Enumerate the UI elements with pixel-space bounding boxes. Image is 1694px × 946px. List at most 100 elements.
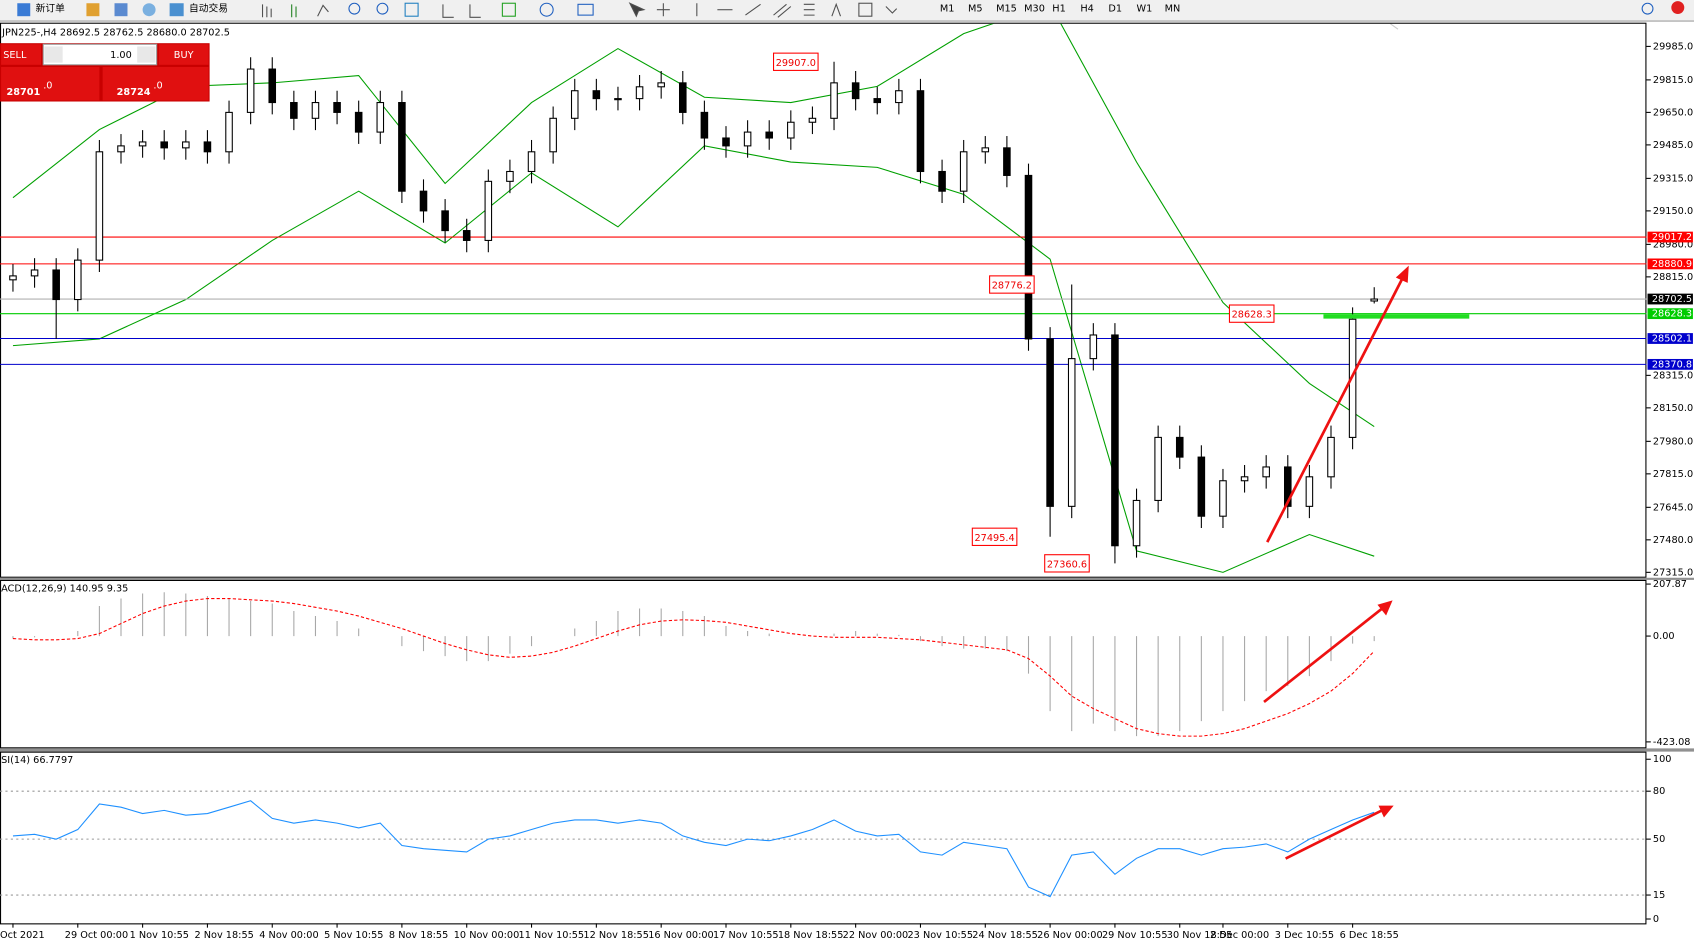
candle-body — [635, 86, 644, 100]
candle-body — [225, 111, 233, 153]
trendline-icon[interactable] — [745, 3, 761, 16]
toolbar-icon[interactable] — [86, 3, 100, 17]
candle-body — [808, 117, 817, 123]
lot-down[interactable] — [44, 46, 63, 63]
fibo-icon[interactable] — [803, 3, 815, 16]
timeframe-button[interactable]: M30 — [1024, 4, 1045, 15]
x-tick-label: 10 Nov 00:00 — [454, 930, 520, 941]
bid-price: 28701 — [6, 87, 40, 98]
candle-body — [1284, 466, 1292, 507]
text-icon[interactable] — [831, 2, 842, 17]
zoom-in-icon[interactable] — [348, 2, 361, 15]
candle-body — [203, 141, 212, 153]
candle-body — [1003, 147, 1011, 176]
y-tick-label: 29485.0 — [1653, 140, 1693, 151]
templates-icon[interactable] — [577, 3, 594, 16]
candle-body — [938, 170, 946, 192]
periods-icon[interactable] — [539, 2, 554, 17]
buy-button[interactable] — [158, 44, 209, 65]
rsi-title: SI(14) 66.7797 — [1, 755, 73, 766]
candle-chart-icon[interactable] — [291, 4, 297, 18]
toolbar-icon[interactable] — [114, 3, 128, 17]
candle-body — [311, 102, 320, 119]
bar-chart-icon[interactable] — [261, 4, 272, 18]
y-tick-label: 15 — [1653, 890, 1665, 901]
crosshair-icon[interactable] — [656, 3, 670, 17]
candle-body — [1175, 436, 1184, 458]
y-tick-label: 28815.0 — [1653, 272, 1693, 283]
y-tick-label: 29985.0 — [1653, 41, 1693, 52]
candle-body — [1240, 476, 1249, 482]
sell-label[interactable]: SELL — [3, 50, 27, 61]
lot-input[interactable] — [42, 43, 158, 66]
macd-plot — [12, 592, 1375, 737]
bollinger-band — [12, 145, 1375, 573]
new-order-button[interactable]: 新订单 — [36, 2, 65, 15]
annotation-box — [989, 275, 1035, 294]
shift-icon[interactable] — [469, 4, 481, 18]
candle-body — [549, 117, 557, 153]
candle-body — [246, 68, 255, 113]
buy-label[interactable]: BUY — [174, 50, 194, 61]
candle-body — [1111, 334, 1119, 547]
price-level-tag — [1647, 293, 1693, 305]
line-chart-icon[interactable] — [317, 4, 329, 17]
annotation-box — [1228, 304, 1275, 323]
auto-trading-icon[interactable] — [169, 3, 184, 17]
candle-body — [268, 68, 277, 104]
y-tick-label: 0.00 — [1653, 631, 1675, 642]
lot-value[interactable]: 1.00 — [110, 50, 132, 61]
macd-signal — [12, 598, 1375, 737]
lot-up[interactable] — [137, 46, 156, 63]
timeframe-button[interactable]: MN — [1165, 4, 1181, 15]
scroll-icon[interactable] — [442, 4, 454, 18]
drawings — [1263, 265, 1470, 860]
channel-icon[interactable] — [773, 3, 792, 18]
candle-body — [1219, 480, 1227, 517]
candle-body — [138, 141, 147, 147]
x-tick-label: 8 Nov 18:55 — [389, 930, 448, 941]
panel-separator — [0, 577, 1694, 580]
sell-button[interactable] — [1, 44, 42, 65]
timeframe-button[interactable]: M5 — [968, 4, 983, 15]
macd-panel-frame — [0, 579, 1647, 749]
x-tick-label: 30 Nov 18:55 — [1167, 930, 1233, 941]
candle-body — [182, 141, 190, 149]
ask-box[interactable] — [102, 66, 209, 101]
arrows-icon[interactable] — [885, 6, 898, 14]
x-tick-label: 22 Nov 00:00 — [843, 930, 909, 941]
x-tick-label: 4 Nov 00:00 — [259, 930, 318, 941]
y-tick-label: 0 — [1653, 914, 1659, 925]
candle-body — [1024, 174, 1033, 340]
search-icon[interactable] — [1641, 2, 1654, 15]
y-tick-label: 28150.0 — [1653, 403, 1693, 414]
bid-box[interactable] — [1, 66, 100, 101]
cursor-icon[interactable] — [628, 2, 646, 18]
notification-badge[interactable] — [1671, 1, 1685, 15]
timeframe-button[interactable]: W1 — [1137, 4, 1153, 15]
tile-icon[interactable] — [404, 2, 419, 17]
new-order-icon[interactable] — [17, 3, 31, 17]
candle-body — [52, 269, 60, 301]
timeframe-button[interactable]: D1 — [1108, 4, 1122, 15]
auto-trading-button[interactable]: 自动交易 — [189, 2, 228, 15]
timeframe-button[interactable]: M1 — [940, 4, 955, 15]
candle-body — [1154, 436, 1162, 501]
label-icon[interactable] — [858, 2, 873, 17]
timeframe-button[interactable]: M15 — [996, 4, 1017, 15]
price-level-label: 28880.9 — [1652, 259, 1692, 270]
candle-body — [484, 180, 493, 241]
toolbar-icon[interactable] — [142, 3, 156, 17]
candle-body — [895, 90, 903, 104]
timeframe-button[interactable]: H4 — [1080, 4, 1094, 15]
candle-body — [570, 90, 579, 119]
timeframe-button[interactable]: H1 — [1052, 4, 1066, 15]
y-tick-label: 29815.0 — [1653, 75, 1693, 86]
x-tick-label: 26 Nov 00:00 — [1037, 930, 1103, 941]
macd-title: ACD(12,26,9) 140.95 9.35 — [1, 584, 128, 595]
zoom-out-icon[interactable] — [376, 2, 389, 15]
indicators-icon[interactable] — [501, 2, 516, 17]
y-tick-label: 80 — [1653, 786, 1665, 797]
y-tick-label: 27315.0 — [1653, 567, 1693, 578]
